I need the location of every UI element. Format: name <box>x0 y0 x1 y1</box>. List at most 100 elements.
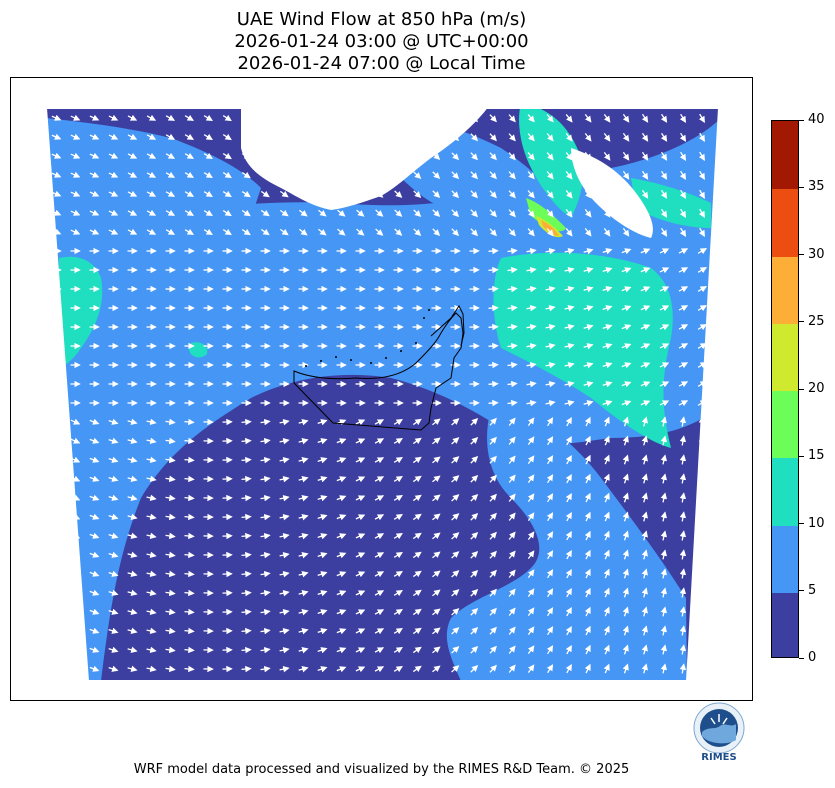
map-frame[interactable]: RIMES <box>10 77 753 763</box>
wind-arrow <box>336 590 347 597</box>
wind-arrow <box>660 435 668 446</box>
wind-arrow <box>698 132 705 142</box>
wind-arrow <box>565 473 572 484</box>
wind-arrow <box>241 475 252 483</box>
wind-arrow <box>432 513 441 521</box>
wind-arrow <box>70 418 81 425</box>
wind-arrow <box>241 665 252 673</box>
wind-arrow <box>621 362 632 369</box>
colorbar-segment <box>772 255 798 324</box>
wind-arrow <box>298 590 309 597</box>
wind-arrow <box>526 247 537 255</box>
wind-arrow <box>165 646 176 654</box>
wind-arrow <box>546 664 554 674</box>
wind-arrow <box>317 628 328 635</box>
wind-arrow <box>507 380 518 388</box>
wind-arrow <box>336 533 347 540</box>
wind-arrow <box>299 171 308 179</box>
wind-arrow <box>146 228 157 235</box>
wind-arrow <box>146 114 157 121</box>
wind-arrow <box>622 473 629 484</box>
wind-arrow <box>489 455 497 464</box>
wind-arrow <box>184 494 195 502</box>
wind-arrow <box>127 532 138 539</box>
colorbar-tick-label: 40 <box>808 112 825 127</box>
wind-arrow <box>432 133 441 142</box>
wind-arrow <box>318 133 327 141</box>
wind-arrow <box>470 152 478 161</box>
wind-arrow <box>203 152 213 160</box>
wind-arrow <box>241 171 251 179</box>
wind-arrow <box>565 454 572 465</box>
wind-arrow <box>546 436 554 446</box>
wind-arrow <box>621 248 632 255</box>
wind-arrow <box>222 228 232 236</box>
wind-arrow <box>698 170 705 180</box>
masked-land-area <box>571 148 653 238</box>
wind-arrow <box>355 590 366 597</box>
wind-arrow <box>565 152 573 161</box>
wind-arrow <box>659 343 670 350</box>
wind-arrow <box>184 418 195 426</box>
wind-arrow <box>127 133 138 140</box>
wind-arrow <box>451 494 460 502</box>
wind-arrow <box>298 609 309 616</box>
wind-arrow <box>527 209 535 218</box>
wind-speed-map[interactable] <box>11 78 752 700</box>
wind-arrow <box>508 114 516 123</box>
colorbar-tick-label: 30 <box>808 246 825 262</box>
wind-arrow <box>89 627 100 634</box>
wind-arrow <box>603 454 610 465</box>
wind-arrow <box>336 438 347 445</box>
wind-arrow <box>660 549 668 560</box>
wind-arrow <box>660 644 668 655</box>
wind-arrow <box>679 151 687 161</box>
wind-arrow <box>413 190 422 198</box>
colorbar-tick <box>799 657 804 659</box>
wind-arrow <box>545 342 556 350</box>
colorbar-tick <box>799 523 804 524</box>
wind-arrow <box>279 133 289 141</box>
wind-arrow <box>241 551 252 559</box>
wind-arrow <box>451 133 460 142</box>
wind-arrow <box>546 512 554 522</box>
wind-arrow <box>89 437 100 444</box>
wind-arrow <box>241 437 252 445</box>
wind-arrow <box>374 457 385 464</box>
wind-arrow <box>165 589 176 597</box>
wind-arrow <box>298 419 309 426</box>
wind-arrow <box>603 170 611 180</box>
wind-arrow <box>527 512 535 522</box>
wind-arrow <box>146 513 157 521</box>
wind-arrow <box>337 152 346 160</box>
wind-arrow <box>279 171 289 179</box>
wind-arrow <box>489 436 497 445</box>
wind-arrow <box>318 228 327 236</box>
wind-arrow <box>298 476 309 483</box>
wind-arrow <box>413 133 422 141</box>
wind-arrow <box>622 151 630 161</box>
wind-arrow <box>679 568 687 579</box>
wind-arrow <box>508 512 516 521</box>
wind-arrow <box>565 625 572 636</box>
wind-arrow <box>432 494 441 502</box>
wind-arrow <box>584 416 591 427</box>
wind-arrow <box>451 171 460 180</box>
wind-arrow <box>641 170 649 180</box>
wind-arrow <box>622 454 629 465</box>
wind-arrow <box>679 435 687 446</box>
wind-arrow <box>260 513 271 521</box>
wind-arrow <box>165 513 176 521</box>
wind-arrow <box>127 475 138 482</box>
wind-arrow <box>412 627 422 635</box>
wind-arrow <box>337 190 346 198</box>
wind-arrow <box>507 285 518 293</box>
colorbar-tick-label: 0 <box>808 650 817 665</box>
wind-arrow <box>660 151 668 161</box>
wind-arrow <box>108 418 119 425</box>
wind-arrow <box>336 628 347 635</box>
wind-arrow <box>488 247 499 255</box>
wind-arrow <box>698 644 706 655</box>
wind-arrow <box>660 170 668 180</box>
wind-arrow <box>393 646 403 654</box>
